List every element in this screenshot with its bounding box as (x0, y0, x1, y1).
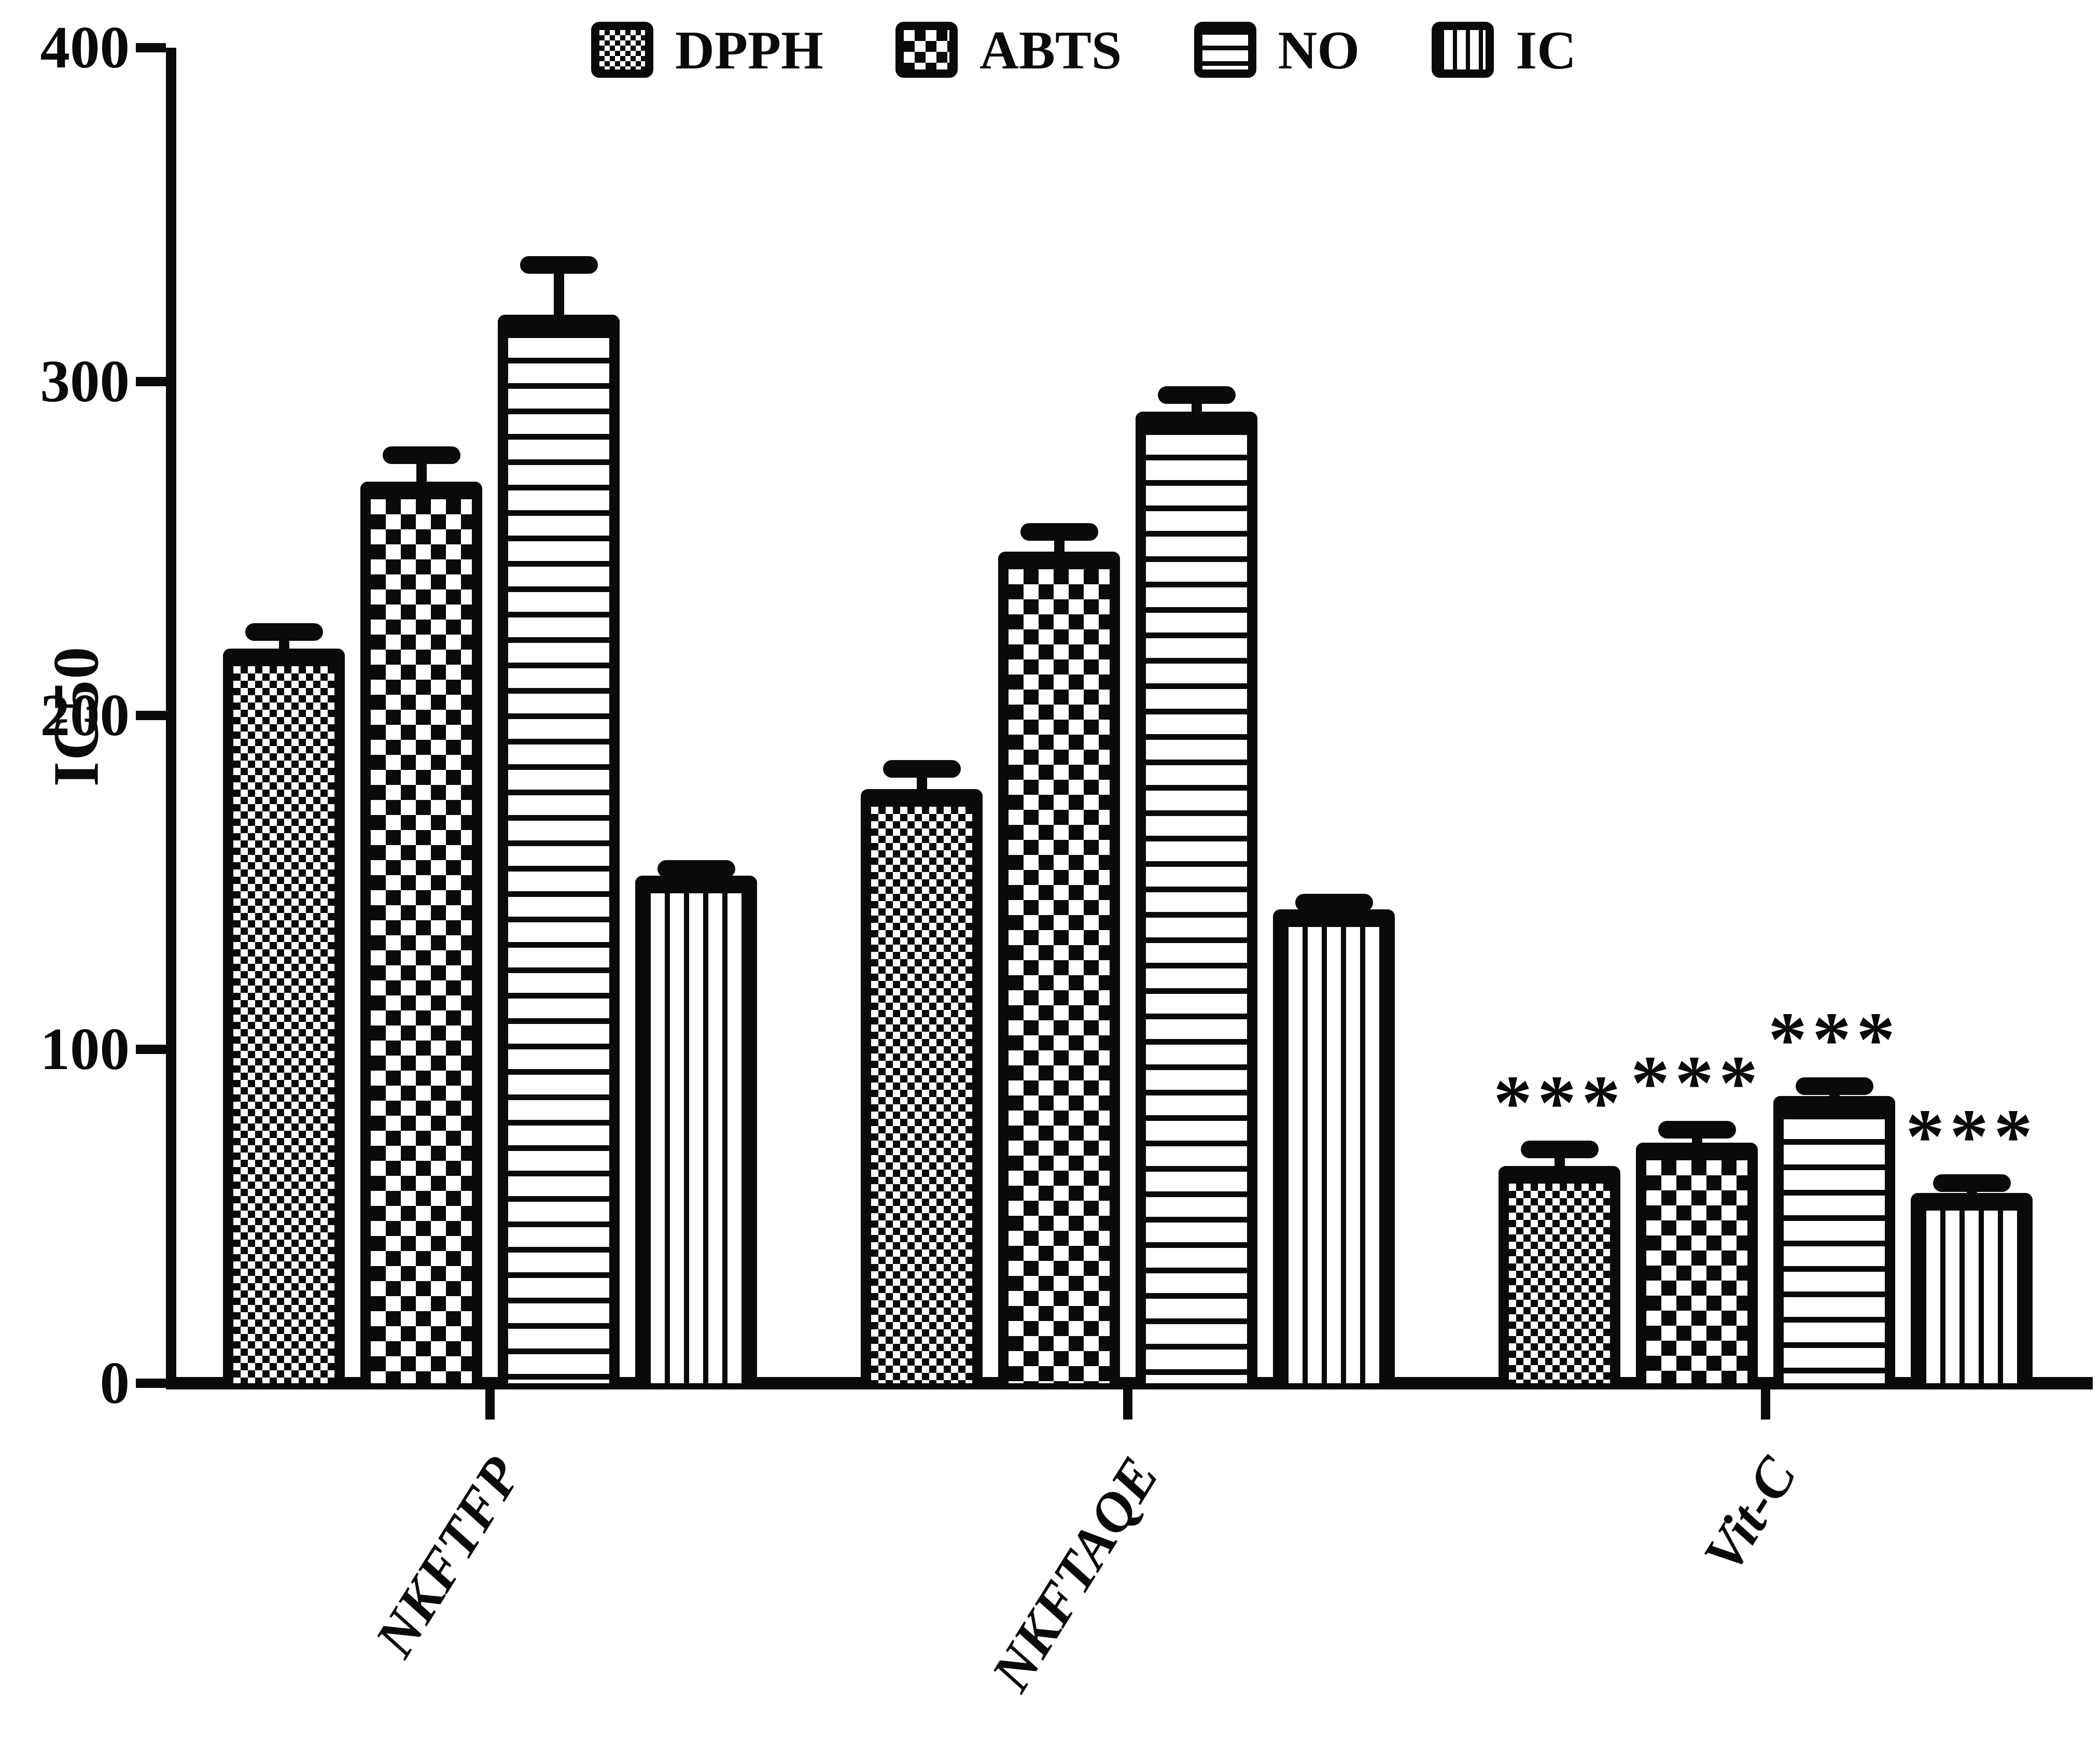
error-cap-NO-NKFTAQE (1157, 386, 1236, 404)
error-cap-ABTS-NKFTFP (382, 446, 460, 464)
y-tick-400 (136, 43, 166, 52)
bar-ABTS-Vit-C (1636, 1143, 1758, 1383)
y-tick-200 (136, 711, 166, 720)
x-tick-NKFTFP (485, 1389, 495, 1420)
x-category-label-NKFTAQE: NKFTAQE (979, 1447, 1171, 1702)
bar-IC-NKFTAQE (1273, 909, 1395, 1383)
error-cap-IC-Vit-C (1933, 1174, 2011, 1192)
bar-IC-Vit-C (1911, 1192, 2033, 1383)
legend-swatch-NO-pattern-icon (1194, 22, 1256, 78)
legend-swatch-IC-pattern-icon (1432, 22, 1494, 78)
legend-label-ABTS: ABTS (979, 19, 1122, 80)
y-tick-label-100: 100 (40, 1016, 130, 1082)
error-cap-DPPH-NKFTFP (245, 623, 323, 641)
error-cap-ABTS-NKFTAQE (1020, 523, 1098, 541)
bar-DPPH-NKFTAQE (861, 789, 983, 1383)
y-tick-label-300: 300 (40, 348, 130, 414)
error-cap-NO-Vit-C (1795, 1077, 1873, 1095)
bar-NO-NKFTAQE (1136, 411, 1257, 1383)
bar-NO-Vit-C (1773, 1096, 1895, 1383)
legend-swatch-ABTS-pattern-icon (895, 22, 958, 78)
y-axis-line (166, 48, 176, 1389)
error-cap-IC-NKFTFP (657, 860, 735, 878)
y-tick-0 (136, 1379, 166, 1388)
legend-item-DPPH: DPPH (591, 22, 823, 78)
error-cap-NO-NKFTFP (520, 256, 598, 274)
error-cap-DPPH-NKFTAQE (883, 760, 961, 778)
x-category-label-NKFTFP: NKFTFP (363, 1447, 533, 1667)
y-tick-100 (136, 1045, 166, 1054)
x-tick-Vit-C (1761, 1389, 1770, 1420)
legend: DPPH ABTS NO IC (591, 19, 1576, 81)
legend-item-NO: NO (1194, 22, 1360, 78)
legend-item-ABTS: ABTS (895, 22, 1122, 78)
y-tick-label-0: 0 (100, 1350, 130, 1416)
legend-label-NO: NO (1278, 19, 1360, 80)
error-cap-DPPH-Vit-C (1520, 1141, 1599, 1159)
legend-label-IC: IC (1516, 19, 1576, 80)
x-category-label-Vit-C: Vit-C (1691, 1447, 1809, 1583)
y-tick-label-200: 200 (40, 682, 130, 748)
x-axis-line (166, 1377, 2093, 1389)
significance-DPPH-Vit-C: *** (1493, 1060, 1626, 1146)
legend-swatch-DPPH-pattern-icon (591, 22, 653, 78)
bar-ABTS-NKFTFP (360, 482, 482, 1383)
error-cap-ABTS-Vit-C (1658, 1120, 1736, 1139)
significance-NO-Vit-C: *** (1768, 996, 1900, 1083)
bar-NO-NKFTFP (498, 315, 620, 1383)
bar-DPPH-Vit-C (1499, 1166, 1620, 1383)
error-cap-IC-NKFTAQE (1295, 893, 1373, 911)
x-tick-NKFTAQE (1123, 1389, 1132, 1420)
significance-IC-Vit-C: *** (1906, 1093, 2038, 1179)
y-tick-label-400: 400 (40, 15, 130, 80)
bar-ABTS-NKFTAQE (998, 552, 1120, 1383)
y-tick-300 (136, 377, 166, 386)
legend-label-DPPH: DPPH (675, 19, 823, 80)
legend-item-IC: IC (1432, 22, 1576, 78)
significance-ABTS-Vit-C: *** (1631, 1039, 1763, 1126)
bar-IC-NKFTFP (635, 876, 757, 1383)
bar-DPPH-NKFTFP (223, 649, 345, 1383)
